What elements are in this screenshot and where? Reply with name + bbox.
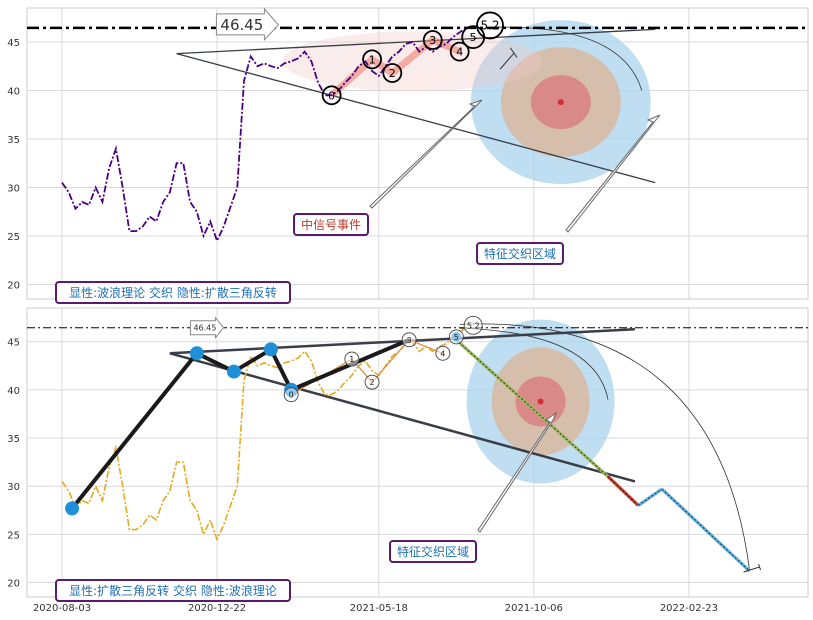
wave-point-5.2: 5.2 <box>463 315 483 335</box>
wave-point-0: 0 <box>321 85 342 106</box>
y-tick-label: 35 <box>7 135 20 146</box>
triangle-lower-line <box>176 52 656 184</box>
top-feature-text: 特征交织区域 <box>484 246 556 261</box>
y-tick-label: 40 <box>7 86 20 97</box>
wave-point-5: 5 <box>448 329 464 345</box>
x-tick-label: 2021-05-18 <box>350 603 408 614</box>
wave-label: 3 <box>429 34 436 47</box>
bottom-ref-label: 46.45 <box>189 316 225 340</box>
bottom-legend-box: 显性:扩散三角反转 交织 隐性:波浪理论 <box>55 579 291 602</box>
wave-point-2: 2 <box>382 63 403 83</box>
wave-label: 0 <box>289 391 294 400</box>
projection-segment-dots <box>638 488 663 506</box>
bottom-feature-zone-callout: 特征交织区域 <box>389 411 558 563</box>
bottom-legend-frame <box>55 579 291 602</box>
x-tick-label: 2020-08-03 <box>33 603 91 614</box>
bottom-legend-text: 显性:扩散三角反转 交织 隐性:波浪理论 <box>69 583 277 598</box>
x-tick-label: 2021-10-06 <box>505 603 563 614</box>
top-signal-text: 中信号事件 <box>301 217 361 232</box>
top-legend-box: 显性:波浪理论 交织 隐性:扩散三角反转 <box>55 281 291 304</box>
y-tick-label: 20 <box>7 579 20 590</box>
wave-label: 1 <box>369 53 376 66</box>
wave-point-4: 4 <box>449 41 470 62</box>
end-marker <box>499 47 518 70</box>
projection-arc-inner <box>459 327 609 400</box>
y-tick-label: 30 <box>7 183 20 194</box>
top-feature-zone-callout: 特征交织区域 <box>476 114 661 265</box>
top-signal-arrow <box>369 99 483 209</box>
projection-segment-dots <box>607 476 639 506</box>
wave-point-2: 2 <box>364 374 380 390</box>
wave-label: 2 <box>389 67 396 80</box>
bottom-x-tick-labels: 2020-08-03 2020-12-22 2021-05-18 2021-10-06… <box>33 603 718 614</box>
wave-point-3: 3 <box>422 30 443 50</box>
triangle-zigzag <box>70 337 410 510</box>
top-feature-arrow <box>565 114 661 233</box>
top-signal-box <box>293 213 369 236</box>
wave-label: 2 <box>370 378 375 387</box>
projection-arc-outer <box>459 323 750 571</box>
wave-label: 5.2 <box>480 18 499 32</box>
triangle-upper-line <box>176 28 656 55</box>
triangle-vertex-marker <box>65 501 80 516</box>
x-tick-label: 2022-02-23 <box>660 603 718 614</box>
wave-label: 1 <box>349 355 354 364</box>
triangle-vertex-marker <box>226 364 241 379</box>
y-tick-label: 25 <box>7 530 20 541</box>
top-price-line <box>61 27 467 244</box>
zone-center-dot <box>537 398 544 405</box>
end-marker <box>743 563 762 573</box>
wave-point-1: 1 <box>362 49 382 70</box>
y-tick-label: 35 <box>7 434 20 445</box>
triangle-vertex-marker <box>189 346 204 361</box>
wave-point-3: 3 <box>401 332 417 348</box>
top-legend-text: 显性:波浪理论 交织 隐性:扩散三角反转 <box>69 285 277 300</box>
wave-label: 0 <box>328 89 335 102</box>
x-tick-label: 2020-12-22 <box>188 603 246 614</box>
y-tick-label: 25 <box>7 232 20 243</box>
wave-label: 5.2 <box>467 321 480 330</box>
triangle-lower-line <box>169 352 636 483</box>
bottom-feature-text: 特征交织区域 <box>397 544 469 559</box>
bottom-gridlines <box>27 308 808 597</box>
bottom-feature-box <box>389 540 477 563</box>
top-ref-arrow-shape <box>215 7 280 42</box>
bottom-ref-value: 46.45 <box>193 324 216 333</box>
wave-point-1: 1 <box>344 351 360 367</box>
y-tick-label: 45 <box>7 338 20 349</box>
bottom-y-tick-labels: 20 25 30 35 40 45 <box>7 338 20 590</box>
bottom-price-line <box>61 327 467 542</box>
y-tick-label: 20 <box>7 280 20 291</box>
wave-label: 5 <box>470 31 477 44</box>
top-ref-label: 46.45 <box>215 7 280 42</box>
wave-label: 5 <box>454 333 459 342</box>
wave-point-5.2: 5.2 <box>476 11 504 40</box>
bottom-ref-arrow-shape <box>189 316 225 340</box>
triangle-vertex-marker <box>263 342 278 357</box>
y-tick-label: 40 <box>7 386 20 397</box>
y-tick-label: 45 <box>7 38 20 49</box>
wave-point-0: 0 <box>283 387 299 403</box>
y-tick-label: 30 <box>7 482 20 493</box>
wave-point-4: 4 <box>435 345 451 361</box>
bottom-plot-area: 0 1 2 3 45 5.2 <box>27 315 808 573</box>
wave-halo <box>282 31 543 92</box>
top-y-tick-labels: 20 25 30 35 40 45 <box>7 38 20 292</box>
top-plot-area: 0 12 3 455.2 <box>27 11 808 244</box>
wave-label: 4 <box>440 349 445 358</box>
projection-segment-dots <box>452 336 609 477</box>
wave-label: 3 <box>407 336 412 345</box>
bottom-feature-arrow <box>477 411 558 533</box>
top-ref-value: 46.45 <box>220 16 263 34</box>
wave-label: 4 <box>456 46 463 59</box>
top-legend-frame <box>55 281 291 304</box>
top-feature-box <box>476 242 564 265</box>
top-signal-event-callout: 中信号事件 <box>293 99 483 236</box>
zone-center-dot <box>557 99 564 106</box>
projection-segment <box>660 487 751 573</box>
